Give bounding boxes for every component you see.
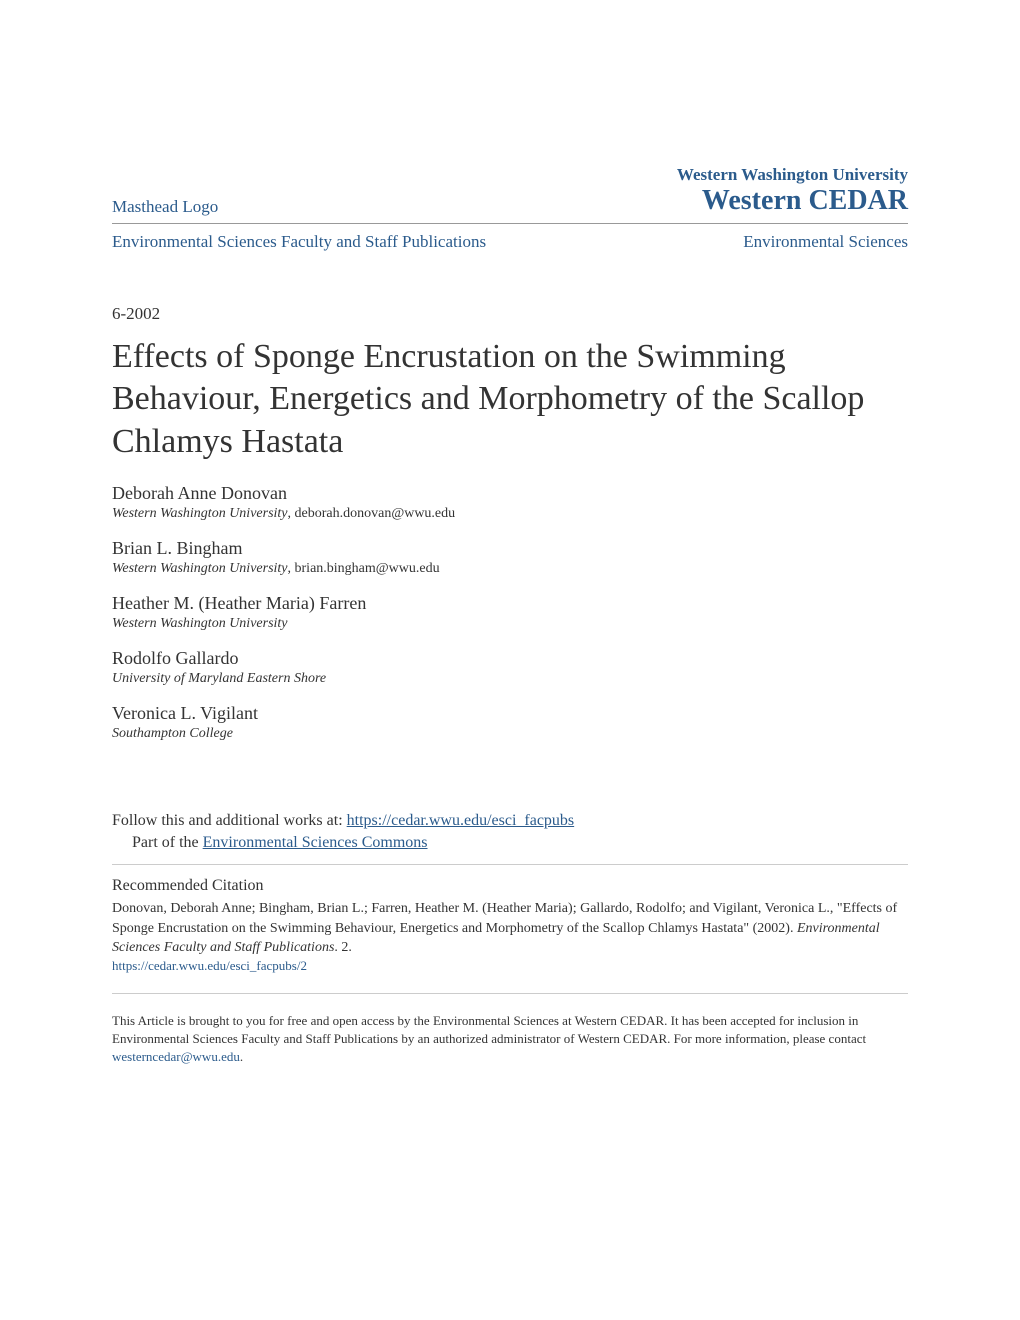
- department-link[interactable]: Environmental Sciences: [743, 232, 908, 252]
- citation-suffix: . 2.: [334, 940, 352, 955]
- repository-name[interactable]: Western CEDAR: [677, 185, 908, 217]
- author-affiliation: Southampton College: [112, 726, 233, 741]
- follow-line-2: Part of the Environmental Sciences Commo…: [112, 834, 908, 852]
- follow-works-link[interactable]: https://cedar.wwu.edu/esci_facpubs: [347, 812, 575, 829]
- footer-email-link[interactable]: westerncedar@wwu.edu: [112, 1049, 240, 1064]
- author-block: Brian L. Bingham Western Washington Univ…: [112, 538, 908, 577]
- author-name: Rodolfo Gallardo: [112, 648, 908, 669]
- citation-text: Donovan, Deborah Anne; Bingham, Brian L.…: [112, 899, 908, 958]
- collection-link[interactable]: Environmental Sciences Faculty and Staff…: [112, 230, 486, 254]
- footer-note: This Article is brought to you for free …: [112, 1012, 908, 1067]
- citation-link[interactable]: https://cedar.wwu.edu/esci_facpubs/2: [112, 958, 307, 973]
- author-affiliation-line: Southampton College: [112, 724, 908, 742]
- author-block: Heather M. (Heather Maria) Farren Wester…: [112, 593, 908, 632]
- citation-body: Donovan, Deborah Anne; Bingham, Brian L.…: [112, 901, 897, 936]
- author-block: Rodolfo Gallardo University of Maryland …: [112, 648, 908, 687]
- author-name: Heather M. (Heather Maria) Farren: [112, 593, 908, 614]
- author-affiliation-line: University of Maryland Eastern Shore: [112, 669, 908, 687]
- footer-period: .: [240, 1049, 243, 1064]
- article-title: Effects of Sponge Encrustation on the Sw…: [112, 336, 908, 464]
- masthead-logo-link[interactable]: Masthead Logo: [112, 197, 218, 217]
- author-affiliation-line: Western Washington University, brian.bin…: [112, 559, 908, 577]
- follow-prefix: Follow this and additional works at:: [112, 812, 347, 829]
- author-affiliation: University of Maryland Eastern Shore: [112, 671, 326, 686]
- author-affiliation-line: Western Washington University: [112, 614, 908, 632]
- citation-section: Recommended Citation Donovan, Deborah An…: [112, 877, 908, 994]
- page-header: Masthead Logo Western Washington Univers…: [112, 165, 908, 224]
- university-name[interactable]: Western Washington University: [677, 165, 908, 185]
- footer-text: This Article is brought to you for free …: [112, 1013, 866, 1046]
- header-right: Western Washington University Western CE…: [677, 165, 908, 217]
- author-affiliation: Western Washington University: [112, 506, 288, 521]
- author-email: , brian.bingham@wwu.edu: [288, 561, 440, 576]
- citation-link-line: https://cedar.wwu.edu/esci_facpubs/2: [112, 958, 908, 975]
- author-email: , deborah.donovan@wwu.edu: [288, 506, 456, 521]
- author-block: Deborah Anne Donovan Western Washington …: [112, 483, 908, 522]
- author-name: Brian L. Bingham: [112, 538, 908, 559]
- commons-link[interactable]: Environmental Sciences Commons: [203, 834, 428, 851]
- citation-heading: Recommended Citation: [112, 877, 908, 895]
- author-block: Veronica L. Vigilant Southampton College: [112, 703, 908, 742]
- subheader: Environmental Sciences Faculty and Staff…: [112, 230, 908, 254]
- masthead-logo-text: Masthead Logo: [112, 197, 218, 216]
- publication-date: 6-2002: [112, 304, 908, 324]
- part-prefix: Part of the: [132, 834, 203, 851]
- author-name: Veronica L. Vigilant: [112, 703, 908, 724]
- author-affiliation: Western Washington University: [112, 561, 288, 576]
- follow-section: Follow this and additional works at: htt…: [112, 812, 908, 865]
- author-affiliation: Western Washington University: [112, 616, 288, 631]
- follow-line-1: Follow this and additional works at: htt…: [112, 812, 908, 830]
- author-name: Deborah Anne Donovan: [112, 483, 908, 504]
- author-affiliation-line: Western Washington University, deborah.d…: [112, 504, 908, 522]
